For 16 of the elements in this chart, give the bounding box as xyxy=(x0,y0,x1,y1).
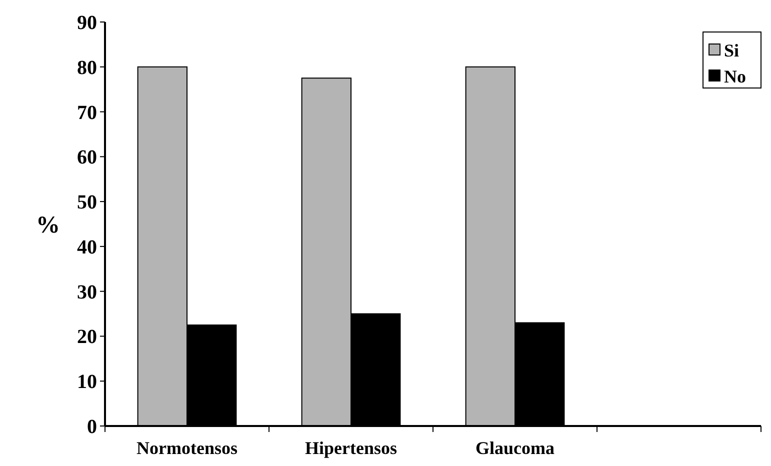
y-tick-label: 50 xyxy=(77,192,97,214)
y-tick-label: 70 xyxy=(77,102,97,124)
y-axis-title: % xyxy=(36,212,60,238)
y-tick-label: 30 xyxy=(77,281,97,304)
y-tick-label: 20 xyxy=(77,326,97,348)
y-tick-label: 90 xyxy=(77,12,97,34)
y-tick-label: 10 xyxy=(77,371,97,394)
x-tick-label: Glaucoma xyxy=(476,438,554,458)
y-tick-label: 0 xyxy=(87,416,97,438)
y-tick-label: 80 xyxy=(77,56,97,79)
x-tick-label: Hipertensos xyxy=(305,438,397,458)
legend-label: No xyxy=(724,66,746,86)
x-tick-label: Normotensos xyxy=(136,438,238,458)
y-tick-label: 40 xyxy=(77,236,97,258)
legend-label: Si xyxy=(724,40,740,60)
y-tick-label: 60 xyxy=(77,146,97,169)
